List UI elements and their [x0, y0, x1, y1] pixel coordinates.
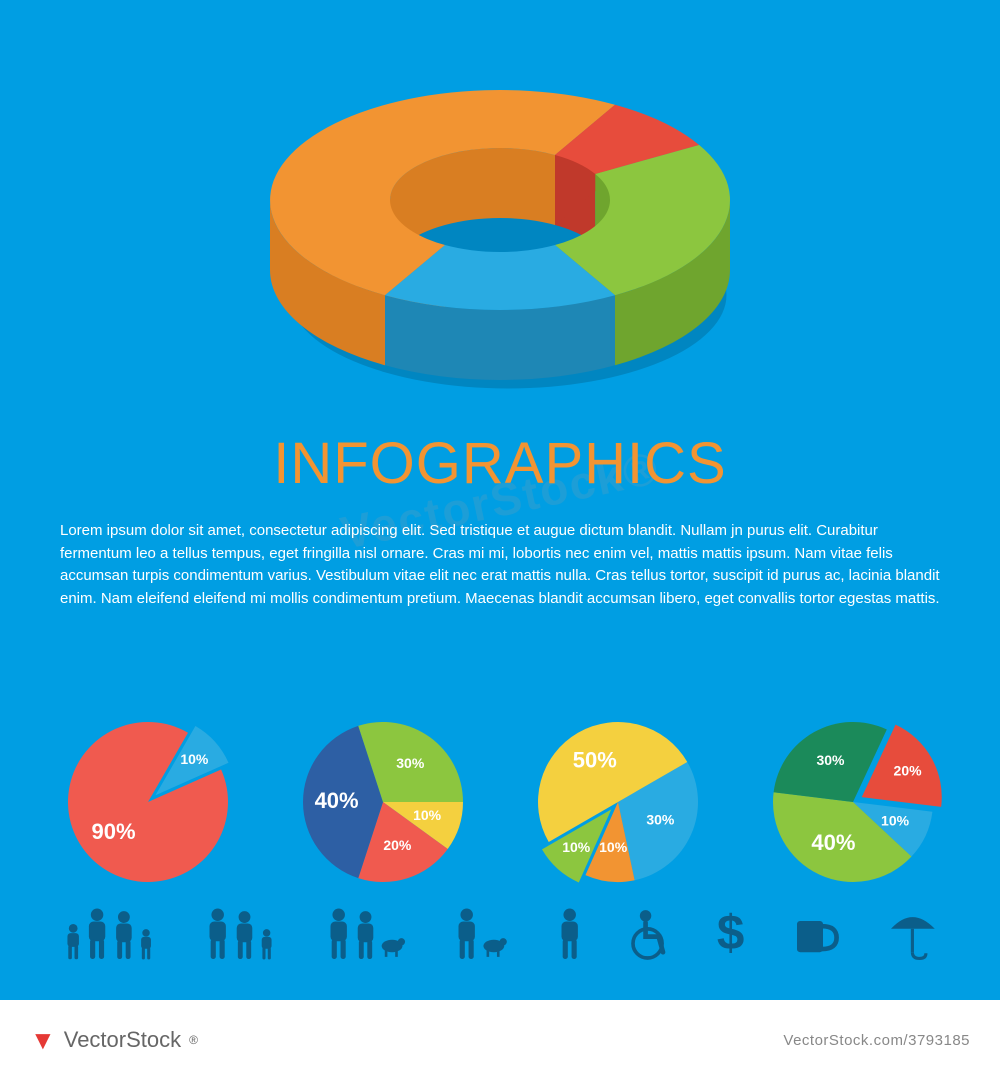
- slice-label: 10%: [180, 751, 209, 767]
- pie-2: 10%20% 40% 30%: [281, 700, 485, 904]
- body-paragraph: Lorem ipsum dolor sit amet, consectetur …: [60, 520, 940, 610]
- slice-label: 30%: [816, 752, 845, 768]
- infographic-canvas: VectorStock® INFOGRAPHICS Lorem ipsum do…: [0, 0, 1000, 1000]
- pie-4: 20% 10% 40% 30%: [751, 700, 955, 904]
- slice-label: 90%: [91, 819, 135, 844]
- family-group-icon: [65, 900, 157, 960]
- icon-row: $: [0, 900, 1000, 960]
- watermark-footer: ▼ VectorStock® VectorStock.com/3793185: [0, 1000, 1000, 1080]
- family-icon: [206, 900, 278, 960]
- mug-icon: [795, 900, 839, 960]
- couple-dog-icon: [327, 900, 407, 960]
- slice-label: 10%: [562, 839, 591, 855]
- slice-label: 10%: [599, 839, 628, 855]
- slice-label: 10%: [881, 812, 910, 828]
- pie-3: 30% 10% 10% 50%: [516, 700, 720, 904]
- umbrella-icon: [889, 900, 936, 960]
- person-icon: [558, 900, 581, 960]
- slice-label: 20%: [893, 762, 922, 778]
- wheelchair-icon: [631, 900, 666, 960]
- watermark-logo-text: VectorStock: [64, 1027, 181, 1053]
- slice-label: 10%: [413, 807, 442, 823]
- slice-label: 40%: [811, 830, 855, 855]
- page-title: INFOGRAPHICS: [0, 430, 1000, 497]
- slice-label: 50%: [572, 748, 616, 773]
- slice-label: 30%: [646, 812, 675, 828]
- hero-donut-chart: [220, 30, 780, 450]
- person-dog-icon: [455, 900, 508, 960]
- pie-1: 10% 90%: [46, 700, 250, 904]
- svg-text:$: $: [717, 908, 744, 960]
- slice-label: 40%: [314, 788, 358, 813]
- dollar-icon: $: [715, 900, 746, 960]
- slice-label: 20%: [383, 837, 412, 853]
- slice-label: 30%: [396, 755, 425, 771]
- watermark-id: VectorStock.com/3793185: [783, 1032, 970, 1049]
- pie-chart-row: 10%90%10%20%40%30%30%10%10%50%20%10%40%3…: [0, 700, 1000, 904]
- watermark-logo: ▼ VectorStock®: [30, 1025, 198, 1056]
